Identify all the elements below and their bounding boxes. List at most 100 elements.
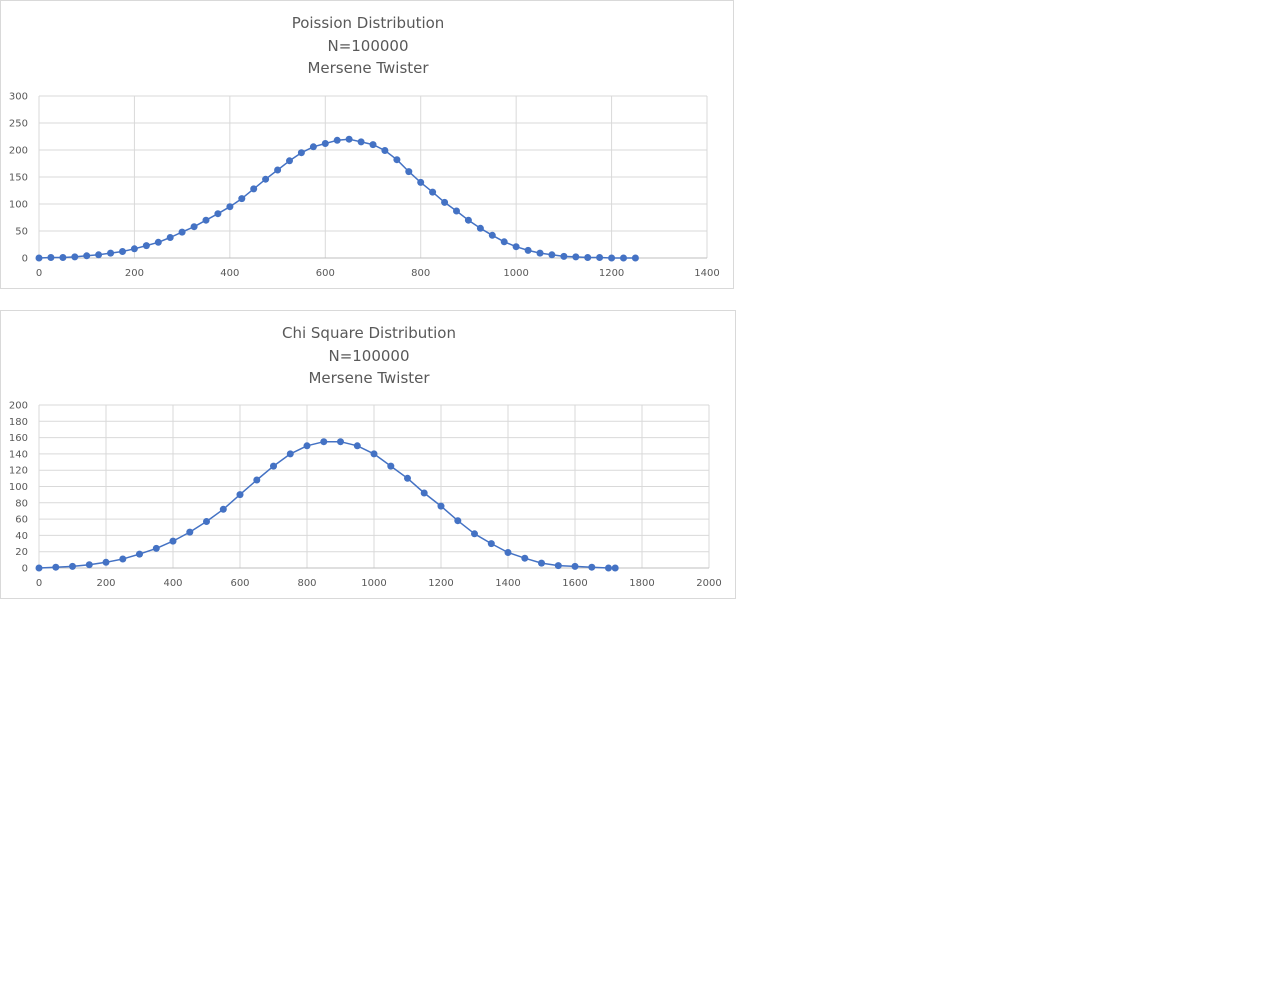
- chi-square-data-point: [69, 562, 76, 570]
- poisson-x-tick-label: 1400: [694, 268, 719, 279]
- poisson-data-point: [71, 253, 79, 261]
- chi-square-chart-svg: Chi Square Distribution N=100000 Mersene T…: [9, 324, 722, 589]
- poisson-x-tick-label: 1200: [599, 268, 624, 279]
- poisson-data-point: [238, 195, 246, 203]
- chi-square-data-point: [35, 564, 43, 572]
- chi-square-y-tick-label: 20: [15, 547, 28, 558]
- chi-square-y-tick-label: 120: [9, 466, 28, 477]
- poisson-data-point: [35, 254, 43, 262]
- chi-square-chart: Chi Square Distribution N=100000 Mersene T…: [0, 310, 736, 599]
- poisson-title-line-3: Mersene Twister: [307, 59, 429, 77]
- chi-square-data-point: [420, 489, 428, 497]
- poisson-data-point: [130, 245, 138, 253]
- chi-square-data-point: [605, 564, 612, 572]
- poisson-data-point: [274, 166, 282, 174]
- poisson-y-tick-label: 300: [9, 92, 28, 103]
- chi-square-data-point: [437, 502, 445, 510]
- chi-square-y-tick-label: 160: [9, 433, 28, 444]
- chi-square-y-tick-label: 100: [9, 482, 28, 493]
- poisson-x-tick-label: 1000: [503, 268, 528, 279]
- poisson-data-point: [47, 254, 55, 261]
- poisson-data-point: [429, 188, 437, 196]
- chi-square-data-point: [521, 554, 529, 562]
- chi-square-data-point: [270, 462, 277, 470]
- chi-square-data-point: [219, 505, 227, 513]
- chi-square-y-tick-label: 180: [9, 417, 28, 428]
- poisson-data-point: [608, 254, 616, 262]
- poisson-data-point: [488, 231, 496, 239]
- chi-square-x-tick-label: 200: [96, 578, 115, 589]
- poisson-data-point: [286, 157, 293, 165]
- poisson-data-point: [369, 141, 377, 149]
- poisson-data-point: [405, 168, 413, 176]
- poisson-data-point: [572, 253, 580, 261]
- poisson-data-point: [309, 143, 317, 151]
- poisson-data-point: [596, 254, 604, 261]
- chi-square-data-point: [353, 442, 361, 450]
- chi-square-x-tick-label: 1000: [361, 578, 386, 589]
- chi-square-data-point: [588, 563, 596, 571]
- chi-square-data-point: [236, 491, 244, 499]
- poisson-data-point: [512, 243, 520, 251]
- poisson-data-point: [250, 185, 258, 193]
- poisson-data-point: [584, 254, 592, 261]
- poisson-data-point: [345, 135, 353, 143]
- poisson-y-tick-label: 200: [9, 146, 28, 157]
- chi-square-data-point: [554, 562, 562, 570]
- chi-square-x-tick-label: 800: [297, 578, 316, 589]
- chi-square-data-point: [303, 442, 311, 450]
- chi-square-data-point: [404, 474, 411, 482]
- chi-square-data-point: [370, 450, 378, 458]
- poisson-data-point: [214, 210, 222, 218]
- poisson-x-tick-label: 400: [220, 268, 239, 279]
- poisson-data-point: [59, 254, 67, 261]
- chi-square-x-tick-label: 1600: [562, 578, 587, 589]
- chi-square-y-tick-label: 80: [15, 498, 28, 509]
- poisson-data-point: [620, 254, 627, 262]
- chi-square-title-line-1: Chi Square Distribution: [282, 324, 456, 342]
- poisson-data-point: [107, 249, 115, 257]
- poisson-y-tick-label: 0: [22, 254, 28, 265]
- poisson-data-point: [560, 252, 568, 260]
- poisson-series-line: [38, 138, 636, 259]
- poisson-data-point: [476, 224, 484, 232]
- poisson-data-point: [500, 238, 508, 246]
- chi-square-data-point: [136, 550, 143, 558]
- chi-square-data-point: [52, 563, 60, 571]
- poisson-data-point: [297, 149, 305, 157]
- poisson-title-line-1: Poission Distribution: [292, 14, 445, 32]
- chi-square-data-point: [102, 558, 110, 566]
- chi-square-data-point: [186, 528, 194, 536]
- poisson-data-point: [190, 223, 198, 231]
- chi-square-x-tick-label: 600: [230, 578, 249, 589]
- poisson-chart-svg: Poission Distribution N=100000 Mersene Twi…: [9, 14, 720, 279]
- poisson-y-tick-label: 50: [15, 227, 28, 238]
- chi-square-data-point: [203, 518, 210, 525]
- chi-square-series-line: [38, 440, 616, 569]
- poisson-data-point: [524, 246, 532, 254]
- poisson-y-tick-label: 250: [9, 119, 28, 130]
- poisson-data-point: [142, 242, 150, 250]
- chi-square-data-point: [152, 544, 160, 552]
- poisson-data-point: [464, 216, 472, 224]
- poisson-chart: Poission Distribution N=100000 Mersene Twi…: [0, 0, 734, 289]
- poisson-x-tick-label: 600: [316, 268, 335, 279]
- chi-square-data-point: [571, 562, 579, 570]
- chi-square-data-point: [454, 517, 462, 525]
- chi-square-y-tick-label: 0: [22, 564, 28, 575]
- poisson-data-point: [202, 216, 210, 224]
- chi-square-data-point: [387, 462, 395, 470]
- poisson-data-point: [178, 228, 186, 236]
- poisson-x-tick-label: 0: [36, 268, 42, 279]
- chi-square-x-tick-label: 1800: [629, 578, 654, 589]
- poisson-data-point: [166, 234, 174, 241]
- poisson-x-tick-label: 200: [125, 268, 144, 279]
- poisson-data-point: [631, 254, 639, 262]
- poisson-data-point: [333, 136, 341, 144]
- poisson-data-point: [83, 252, 91, 260]
- chi-square-y-tick-label: 40: [15, 531, 28, 542]
- chi-square-data-point: [611, 564, 619, 572]
- chi-square-x-tick-label: 400: [163, 578, 182, 589]
- poisson-title-line-2: N=100000: [327, 37, 408, 55]
- poisson-data-point: [119, 248, 126, 255]
